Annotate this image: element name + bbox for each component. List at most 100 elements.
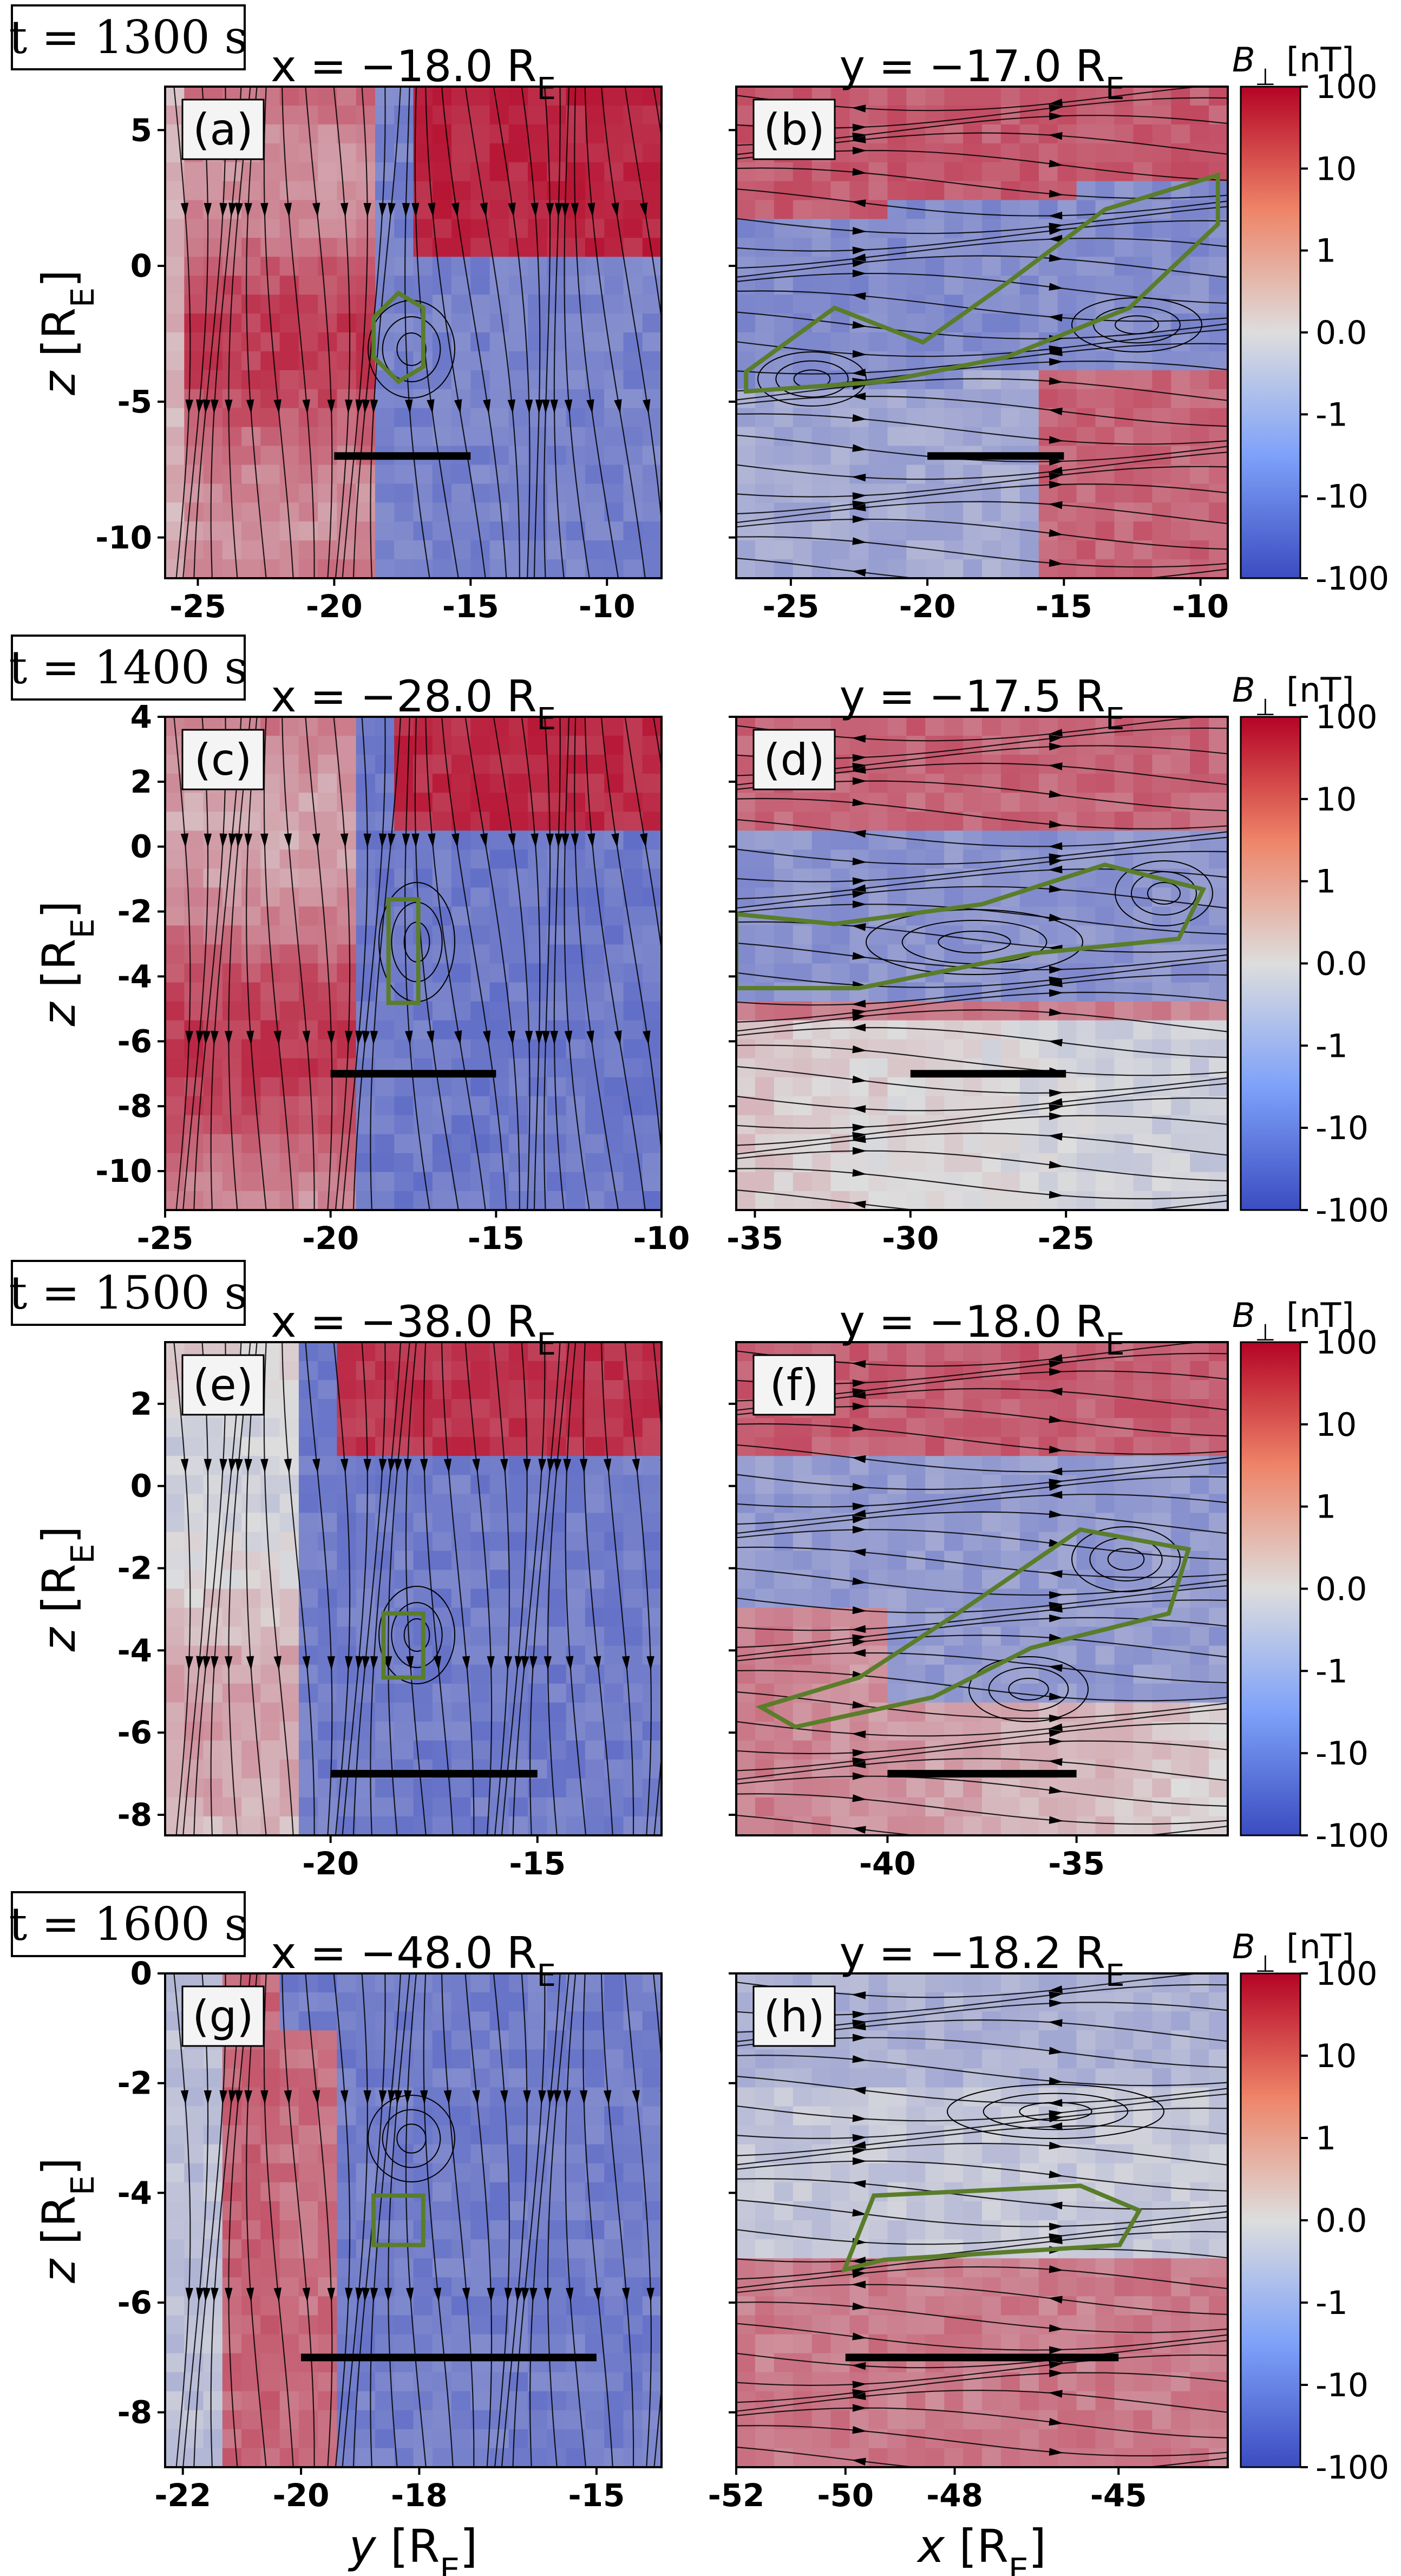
heatmap-cell [547, 755, 567, 775]
streamline-arrow [1048, 1388, 1063, 1396]
heatmap-cell [489, 1570, 509, 1590]
heatmap-cell [1152, 446, 1172, 466]
heatmap-cell [1133, 944, 1153, 964]
streamline-arrow [611, 202, 619, 217]
heatmap-cell [528, 755, 548, 775]
streamline-arrow [483, 1030, 491, 1045]
heatmap-cell [260, 2106, 280, 2126]
heatmap-cell [944, 162, 964, 182]
heatmap-cell [566, 1437, 586, 1457]
heatmap-cell [811, 1645, 832, 1665]
heatmap-cell [849, 1588, 869, 1609]
plot-area [165, 1342, 662, 1835]
heatmap-cell [906, 559, 926, 578]
heatmap-cell [508, 332, 529, 352]
heatmap-cell [260, 2334, 280, 2354]
heatmap-cell [222, 2429, 243, 2449]
heatmap-cell [394, 982, 414, 1002]
heatmap-cell [906, 1607, 926, 1627]
heatmap-cell [394, 736, 414, 755]
heatmap-cell [222, 1797, 243, 1817]
panel-label-box [181, 99, 265, 160]
heatmap-cell [623, 1626, 643, 1646]
heatmap-cell [432, 521, 453, 541]
heatmap-cell [755, 1039, 775, 1059]
heatmap-cell [1076, 1058, 1096, 1078]
heatmap-cell [887, 1532, 907, 1552]
heatmap-cell [375, 483, 395, 504]
heatmap-cell [1095, 1721, 1115, 1741]
heatmap-cell [963, 925, 983, 945]
heatmap-cell [260, 1551, 280, 1571]
heatmap-cell [604, 219, 624, 239]
heatmap-cell [982, 1494, 1001, 1514]
streamline-arrow [531, 833, 539, 848]
heatmap-cell [793, 465, 813, 485]
heatmap-cell [604, 1626, 624, 1646]
heatmap-cell [811, 408, 832, 428]
heatmap-cell [413, 502, 433, 522]
heatmap-cell [298, 2182, 319, 2202]
heatmap-cell [470, 1342, 490, 1362]
heatmap-cell [337, 1096, 357, 1116]
streamline [736, 206, 1228, 234]
heatmap-cell [318, 1096, 338, 1116]
heatmap-cell [203, 1759, 223, 1779]
heatmap-cell [1152, 1418, 1172, 1438]
streamline-arrow [852, 473, 866, 482]
heatmap-cell [944, 887, 964, 907]
heatmap-cell [356, 181, 376, 201]
heatmap-cell [1095, 1115, 1115, 1135]
heatmap-cell [470, 1134, 490, 1154]
heatmap-cell [1152, 812, 1172, 832]
heatmap-cell [375, 1115, 395, 1135]
y-axis-label: z [RE] [32, 1526, 101, 1652]
heatmap-cell [642, 887, 662, 907]
heatmap-cell [642, 755, 662, 775]
heatmap-cell [337, 1513, 357, 1533]
heatmap-cell [260, 1096, 280, 1116]
streamline [736, 797, 1228, 830]
heatmap-cell [260, 2239, 280, 2259]
heatmap-cell [585, 1816, 605, 1835]
heatmap-cell [1038, 1797, 1058, 1817]
heatmap-cell [925, 887, 945, 907]
heatmap-cell [793, 1058, 813, 1078]
heatmap-cell [337, 1380, 357, 1400]
heatmap-cell [451, 1399, 472, 1419]
streamline [736, 518, 1228, 550]
heatmap-cell [925, 1134, 945, 1154]
heatmap-cell [413, 1380, 433, 1400]
heatmap-cell [830, 1588, 850, 1609]
heatmap-cell [489, 1513, 509, 1533]
heatmap-cell [585, 1437, 605, 1457]
heatmap-cell [489, 1702, 509, 1722]
heatmap-cell [394, 1437, 414, 1457]
streamline-loop [396, 332, 427, 366]
heatmap-cell [241, 925, 261, 945]
plot-area [736, 1342, 1228, 1835]
heatmap-cell [887, 408, 907, 428]
heatmap-cell [508, 124, 529, 144]
heatmap-cell [963, 143, 983, 163]
streamline-arrow [852, 1526, 867, 1534]
streamline [736, 1168, 1228, 1200]
heatmap-cell [203, 1607, 223, 1627]
heatmap-cell [1095, 502, 1115, 522]
heatmap-cell [222, 1172, 243, 1192]
heatmap-cell [906, 389, 926, 409]
heatmap-cell [184, 313, 204, 333]
heatmap-cell [165, 540, 185, 560]
heatmap-cell [1019, 1361, 1039, 1381]
y-axis-label: z [RE] [32, 270, 101, 396]
heatmap-cell [165, 1380, 185, 1400]
heatmap-cell [375, 812, 395, 832]
heatmap-cell [793, 1513, 813, 1533]
heatmap-cell [165, 2315, 185, 2335]
heatmap-cell [203, 1153, 223, 1173]
heatmap-cell [470, 1683, 490, 1703]
heatmap-cell [925, 1570, 945, 1590]
heatmap-cell [755, 831, 775, 851]
streamline-arrow [362, 1656, 370, 1671]
heatmap-cell [830, 812, 850, 832]
